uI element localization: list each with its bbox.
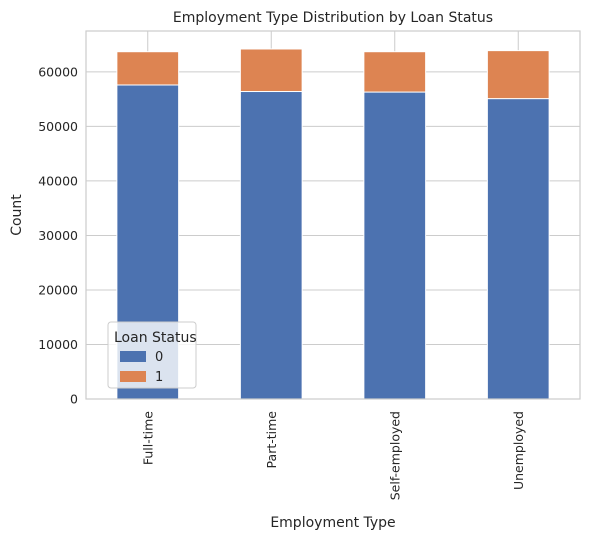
legend-swatch-1 — [120, 371, 146, 382]
x-tick-label: Self-employed — [387, 411, 402, 500]
legend-entry-0: 0 — [155, 350, 163, 365]
y-tick-label: 60000 — [38, 64, 78, 79]
chart-title: Employment Type Distribution by Loan Sta… — [173, 10, 493, 26]
bar-full-time-status-1 — [116, 51, 180, 86]
bar-self-employed-status-0 — [363, 91, 427, 400]
legend-swatch-0 — [120, 351, 146, 362]
x-tick-labels: Full-time Part-time Self-employed Unemploye… — [140, 411, 526, 501]
x-axis-label: Employment Type — [270, 515, 395, 531]
x-tick-label: Unemployed — [511, 411, 526, 490]
bar-unemployed-status-1 — [486, 50, 550, 100]
y-tick-label: 30000 — [38, 228, 78, 243]
x-tick-label: Full-time — [140, 411, 155, 465]
y-tick-label: 40000 — [38, 173, 78, 188]
bar-unemployed-status-0 — [486, 98, 550, 400]
y-tick-label: 20000 — [38, 282, 78, 297]
legend-entry-1: 1 — [155, 370, 163, 385]
y-tick-labels: 0 10000 20000 30000 40000 50000 60000 — [38, 64, 78, 406]
x-tick-label: Part-time — [264, 411, 279, 469]
bar-part-time-status-1 — [239, 48, 303, 93]
y-tick-label: 0 — [70, 392, 78, 407]
plot-frame — [85, 30, 581, 400]
y-tick-label: 50000 — [38, 119, 78, 134]
legend: Loan Status 0 1 — [107, 321, 197, 389]
y-axis-label: Count — [9, 194, 25, 236]
bar-part-time-status-0 — [239, 91, 303, 400]
y-tick-label: 10000 — [38, 337, 78, 352]
bar-self-employed-status-1 — [363, 51, 427, 93]
legend-title: Loan Status — [114, 330, 197, 346]
